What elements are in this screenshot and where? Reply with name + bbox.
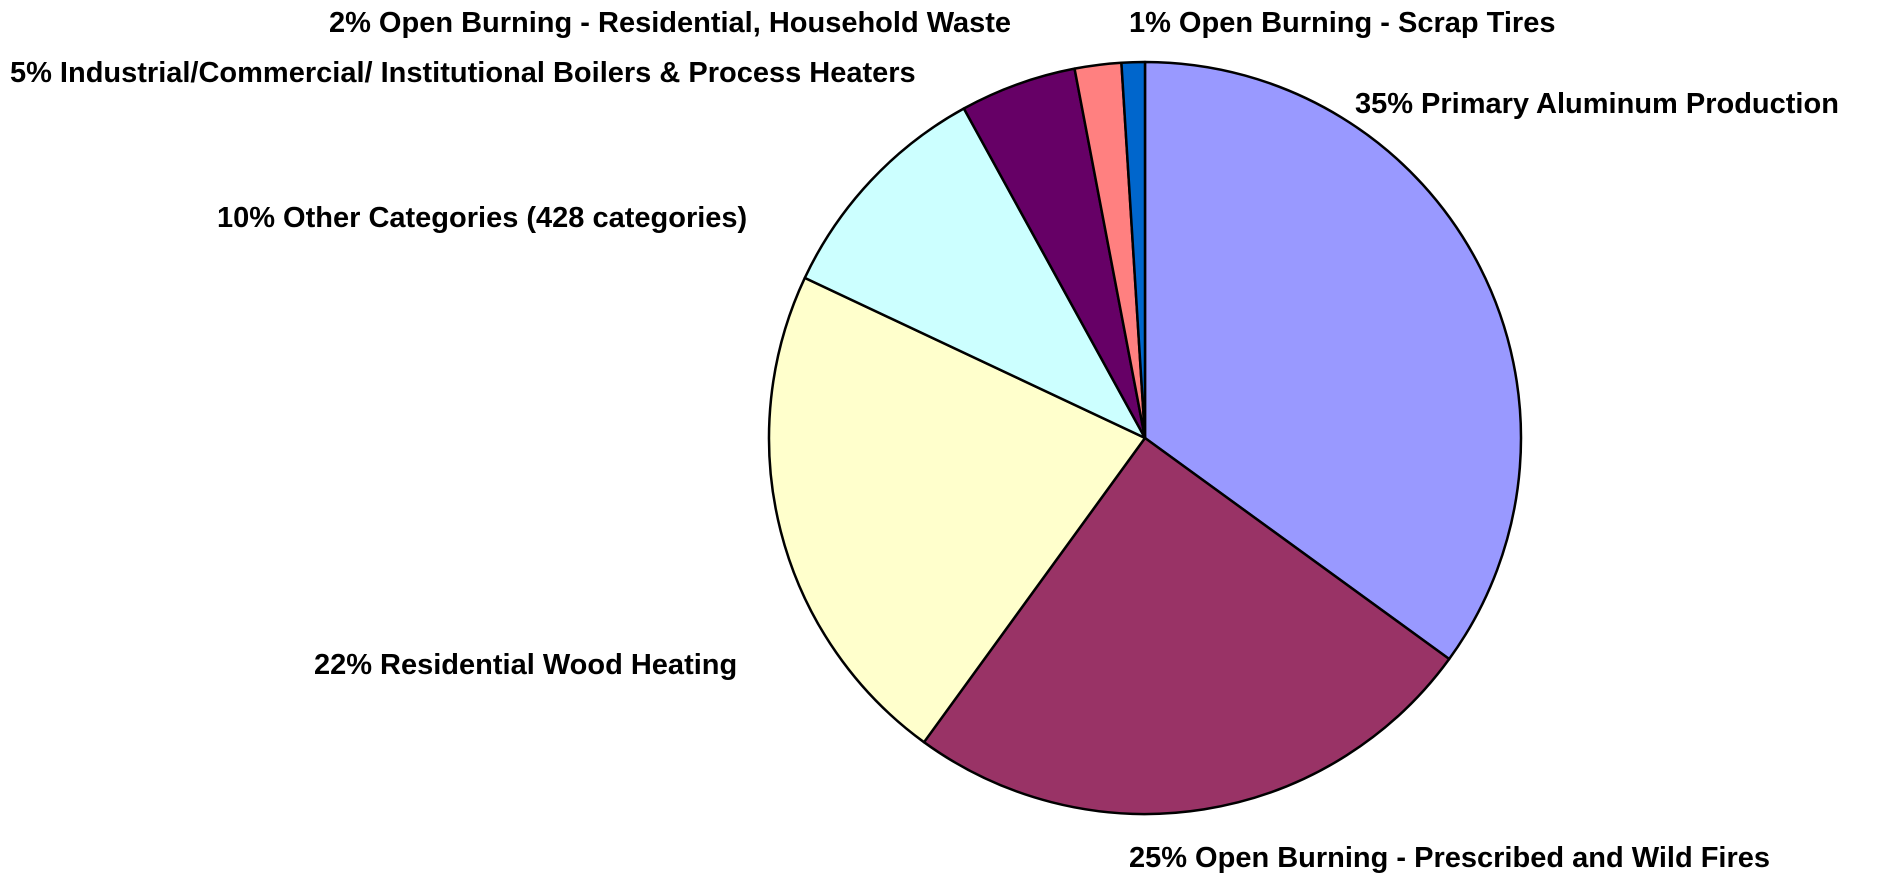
category-label: Other Categories (428 categories) xyxy=(283,202,747,234)
category-label: Primary Aluminum Production xyxy=(1421,88,1839,120)
value-label: 5% xyxy=(10,57,52,89)
value-label: 25% xyxy=(1129,842,1187,874)
category-label: Open Burning - Residential, Household Wa… xyxy=(379,7,1011,39)
slice-label: 35% Primary Aluminum Production xyxy=(1355,88,1839,120)
pie-slice xyxy=(803,107,1147,440)
slice-label: 5% Industrial/Commercial/ Institutional B… xyxy=(10,57,916,89)
slice-label: 1% Open Burning - Scrap Tires xyxy=(1129,7,1555,39)
category-label: Open Burning - Scrap Tires xyxy=(1179,7,1556,39)
category-label: Residential Wood Heating xyxy=(380,649,737,681)
category-label: Open Burning - Prescribed and Wild Fires xyxy=(1195,842,1770,874)
slice-label: 25% Open Burning - Prescribed and Wild Fi… xyxy=(1129,842,1770,874)
slice-label: 22% Residential Wood Heating xyxy=(314,649,737,681)
slice-label: 2% Open Burning - Residential, Household … xyxy=(329,7,1011,39)
value-label: 2% xyxy=(329,7,371,39)
value-label: 22% xyxy=(314,649,372,681)
pie-slice xyxy=(922,436,1451,816)
pie-slice xyxy=(1143,60,1523,661)
slice-label: 10% Other Categories (428 categories) xyxy=(217,202,747,234)
value-label: 10% xyxy=(217,202,275,234)
value-label: 35% xyxy=(1355,88,1413,120)
pie-slice xyxy=(1120,60,1147,440)
category-label: Industrial/Commercial/ Institutional Boi… xyxy=(60,57,916,89)
value-label: 1% xyxy=(1129,7,1171,39)
